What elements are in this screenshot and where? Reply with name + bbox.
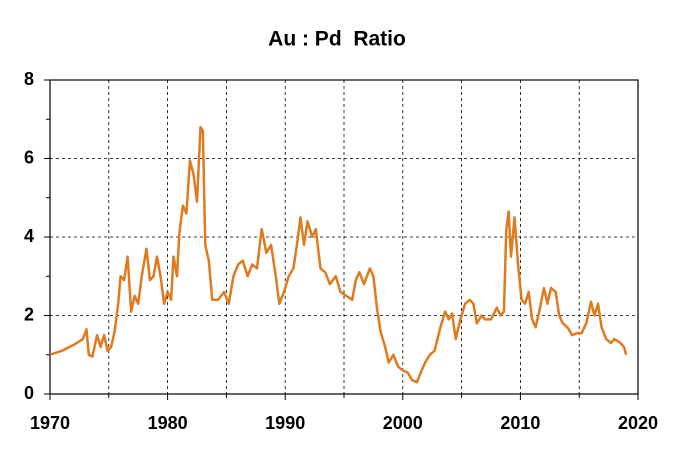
x-tick-label: 2000 [383,413,423,433]
y-tick-label: 6 [24,147,34,167]
x-tick-label: 1980 [148,413,188,433]
x-tick-label: 1970 [30,413,70,433]
y-tick-label: 8 [24,69,34,89]
x-tick-label: 2010 [500,413,540,433]
chart-title: Au : Pd Ratio [268,28,406,51]
x-tick-label: 1990 [265,413,305,433]
plot-frame [49,79,639,395]
y-tick-label: 2 [24,304,34,324]
x-tick-label: 2020 [618,413,658,433]
data-line [49,125,628,384]
y-tick-label: 0 [24,383,34,403]
y-tick-label: 4 [24,226,34,246]
